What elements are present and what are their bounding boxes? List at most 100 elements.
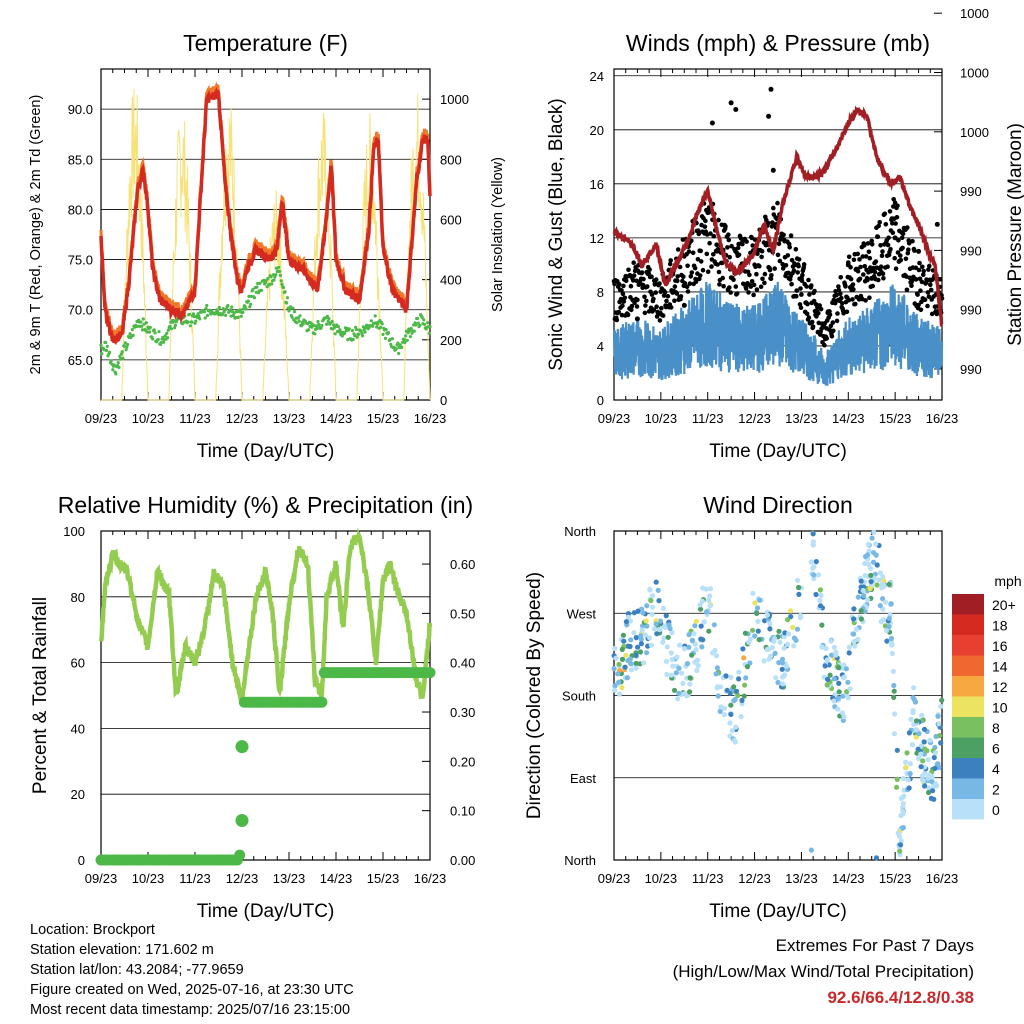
gust-point <box>662 289 668 295</box>
direction-point <box>931 796 937 802</box>
direction-point <box>704 609 710 615</box>
direction-point <box>841 714 847 720</box>
direction-point <box>741 693 747 699</box>
gust-point <box>723 224 728 229</box>
direction-point <box>779 660 786 666</box>
gust-point <box>767 267 773 273</box>
gust-point <box>623 278 629 284</box>
dewpoint-point <box>422 318 426 322</box>
direction-point <box>907 761 913 767</box>
direction-point <box>851 616 857 622</box>
gust-point <box>677 264 683 270</box>
x-tick-label: 11/23 <box>692 871 724 886</box>
dewpoint-point <box>297 319 301 323</box>
direction-point <box>653 579 659 585</box>
gust-point <box>614 317 620 323</box>
direction-point <box>692 623 698 629</box>
direction-point <box>823 645 829 652</box>
y2-tick-label: 0.20 <box>450 754 475 769</box>
panel-title: Temperature (F) <box>183 30 348 56</box>
direction-point <box>621 638 627 644</box>
direction-point <box>611 666 617 672</box>
direction-point <box>916 731 922 737</box>
direction-point <box>754 605 761 611</box>
y2-tick-label: 0.40 <box>450 656 475 671</box>
panel-3: Relative Humidity (%) & Precipitation (i… <box>30 492 475 922</box>
dewpoint-point <box>197 314 201 318</box>
direction-point <box>695 663 701 669</box>
gust-point <box>834 292 839 298</box>
gust-point <box>804 311 810 317</box>
dewpoint-point <box>319 326 323 330</box>
gust-point <box>913 265 919 271</box>
direction-point <box>846 644 853 651</box>
gust-point <box>880 249 885 254</box>
gust-point <box>726 232 731 237</box>
dewpoint-point <box>244 307 248 311</box>
gust-point <box>740 241 745 247</box>
x-tick-label: 16/23 <box>414 411 447 426</box>
y-axis-label: Percent & Total Rainfall <box>30 597 51 794</box>
direction-point <box>868 579 874 585</box>
direction-point <box>647 586 653 592</box>
dewpoint-point <box>148 330 152 334</box>
dewpoint-point <box>383 336 387 340</box>
gust-point <box>798 275 804 281</box>
gust-point <box>916 248 922 254</box>
dewpoint-point <box>120 350 124 354</box>
dewpoint-point <box>99 343 103 347</box>
legend-swatch <box>952 737 984 758</box>
dewpoint-point <box>188 324 192 328</box>
dewpoint-point <box>144 321 148 325</box>
dewpoint-point <box>428 325 432 329</box>
gust-point <box>727 285 732 290</box>
gust-point <box>647 267 652 272</box>
gust-point <box>716 217 721 223</box>
gust-point <box>872 269 878 275</box>
latlon-text: Station lat/lon: 43.2084; -77.9659 <box>30 962 244 978</box>
direction-point <box>699 644 705 650</box>
direction-point <box>932 750 939 756</box>
direction-point <box>713 671 719 677</box>
direction-point <box>845 695 851 701</box>
dewpoint-point <box>408 335 412 339</box>
dewpoint-point <box>325 322 329 326</box>
dewpoint-point <box>317 322 321 327</box>
legend-label: 10 <box>992 700 1008 716</box>
direction-point <box>858 616 865 622</box>
dewpoint-point <box>203 316 207 320</box>
panel-1: Temperature (F) Time (Day/UTC) 09/23 10/23 1… <box>28 30 506 462</box>
direction-point <box>676 665 682 671</box>
gust-point <box>716 269 722 275</box>
gust-point <box>757 263 762 269</box>
gust-point <box>799 292 804 297</box>
gust-point <box>659 305 664 311</box>
gust-point <box>758 284 764 290</box>
dewpoint-point <box>332 323 336 327</box>
direction-point <box>836 680 842 687</box>
dewpoint-point <box>204 306 208 311</box>
gust-point <box>720 275 725 281</box>
y-tick-label: 20 <box>590 123 604 138</box>
gust-point <box>696 231 702 237</box>
dewpoint-point <box>112 363 116 367</box>
gust-point <box>646 309 652 314</box>
gust-point <box>886 235 891 241</box>
direction-point <box>668 650 674 656</box>
dewpoint-point <box>152 328 156 332</box>
x-tick-label: 13/23 <box>273 411 306 426</box>
direction-point <box>707 603 713 609</box>
dewpoint-point <box>350 328 354 333</box>
gust-point <box>651 307 657 313</box>
direction-point <box>744 664 751 670</box>
gust-point <box>830 320 836 325</box>
gust-point <box>845 262 851 268</box>
dewpoint-point <box>249 302 253 306</box>
dewpoint-point <box>116 361 120 365</box>
x-tick-label: 09/23 <box>85 411 118 426</box>
dewpoint-point <box>141 317 145 321</box>
direction-point <box>871 550 877 556</box>
gust-point <box>867 295 872 301</box>
gust-point <box>668 258 673 263</box>
direction-point <box>627 618 634 624</box>
